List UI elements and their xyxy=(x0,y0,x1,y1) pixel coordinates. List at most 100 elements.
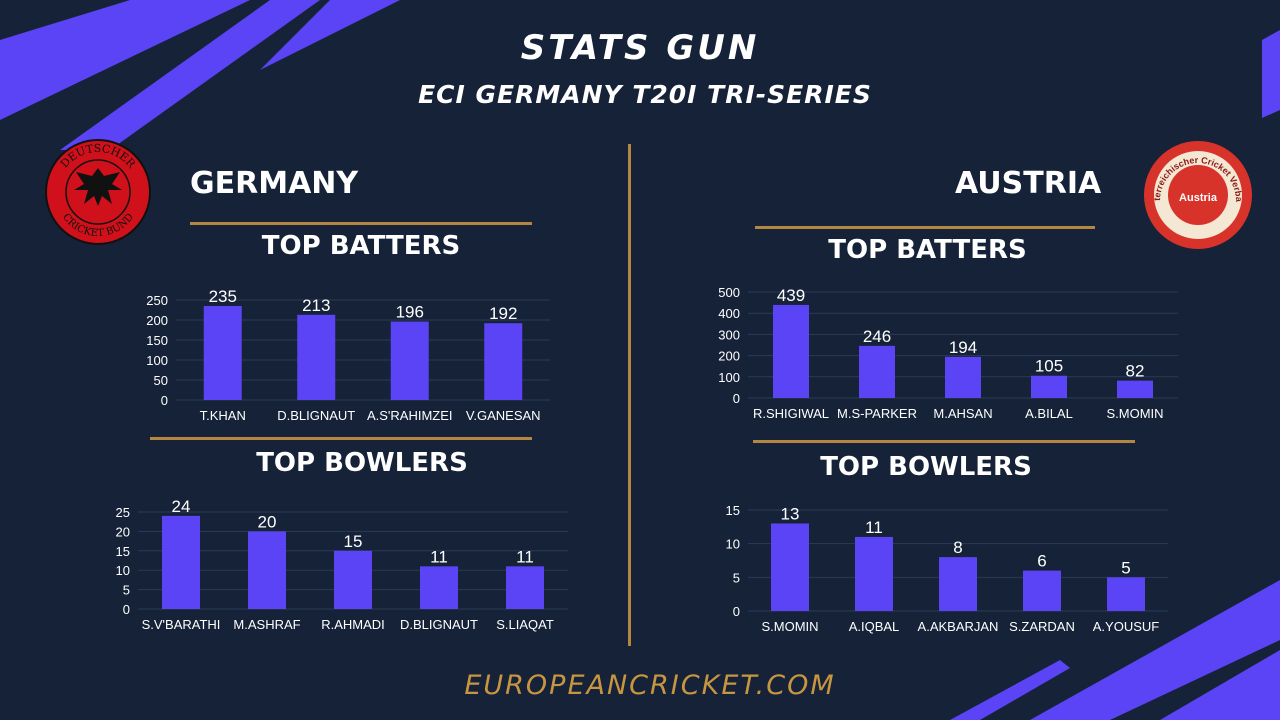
center-divider xyxy=(628,144,631,646)
y-tick-label: 5 xyxy=(123,583,130,598)
germany-batters-title: TOP BATTERS xyxy=(261,231,461,261)
team-name-germany: GERMANY xyxy=(190,166,359,201)
bar xyxy=(506,566,544,609)
corner-stripe-bottom-right-2 xyxy=(1160,650,1280,720)
y-tick-label: 10 xyxy=(116,563,130,578)
corner-stripe-top-left-1 xyxy=(0,0,250,120)
category-label: A.BILAL xyxy=(1025,406,1073,421)
bar xyxy=(390,321,429,400)
svg-text:Austria: Austria xyxy=(1179,192,1218,204)
category-label: D.BLIGNAUT xyxy=(277,408,355,423)
data-label: 439 xyxy=(777,286,805,305)
data-label: 196 xyxy=(396,303,424,322)
y-tick-label: 100 xyxy=(718,370,740,385)
data-label: 11 xyxy=(516,547,534,566)
data-label: 82 xyxy=(1126,362,1145,381)
austria-bowlers-chart: 0 5 10 15 13 S.MOMIN 11 A.IQBAL 8 A.AKBARJAN 6 S.ZA… xyxy=(726,503,1168,634)
category-label: A.IQBAL xyxy=(849,619,900,634)
y-tick-label: 25 xyxy=(116,505,130,520)
corner-stripe-top-left-3 xyxy=(260,0,400,70)
germany-heading-rule xyxy=(190,222,532,225)
germany-cricket-logo: DEUTSCHER CRICKET BUND xyxy=(45,139,151,245)
data-label: 235 xyxy=(209,287,237,306)
category-label: A.AKBARJAN xyxy=(918,619,999,634)
category-label: S.LIAQAT xyxy=(496,617,554,632)
data-label: 13 xyxy=(781,504,800,523)
y-tick-label: 200 xyxy=(146,313,168,328)
data-label: 213 xyxy=(302,296,330,315)
y-tick-label: 250 xyxy=(146,293,168,308)
data-label: 6 xyxy=(1037,552,1046,571)
bar xyxy=(248,531,286,609)
germany-bowlers-chart: 0 5 10 15 20 25 24 S.V'BARATHI 20 M.ASHRAF 15 R.AHM… xyxy=(116,497,568,632)
germany-batters-rule xyxy=(150,437,532,440)
category-label: S.V'BARATHI xyxy=(142,617,221,632)
bar xyxy=(1107,577,1145,611)
bar xyxy=(939,557,977,611)
category-label: D.BLIGNAUT xyxy=(400,617,478,632)
category-label: A.S'RAHIMZEI xyxy=(367,408,453,423)
y-tick-label: 400 xyxy=(718,306,740,321)
y-tick-label: 10 xyxy=(726,537,740,552)
data-label: 246 xyxy=(863,327,891,346)
data-label: 11 xyxy=(865,518,883,537)
y-tick-label: 0 xyxy=(123,602,130,617)
category-label: S.MOMIN xyxy=(761,619,818,634)
y-tick-label: 0 xyxy=(733,391,740,406)
y-tick-label: 15 xyxy=(116,544,130,559)
bar xyxy=(203,306,242,400)
y-tick-label: 50 xyxy=(154,373,168,388)
bar xyxy=(484,323,523,400)
category-label: S.ZARDAN xyxy=(1009,619,1075,634)
y-tick-label: 200 xyxy=(718,349,740,364)
austria-batters-rule xyxy=(753,440,1135,443)
category-label: M.ASHRAF xyxy=(233,617,300,632)
category-label: T.KHAN xyxy=(200,408,246,423)
bar xyxy=(334,550,372,609)
data-label: 105 xyxy=(1035,357,1063,376)
category-label: R.SHIGIWAL xyxy=(753,406,829,421)
category-label: M.S-PARKER xyxy=(837,406,917,421)
bar xyxy=(945,356,981,398)
austria-batters-title: TOP BATTERS xyxy=(828,235,1027,265)
bar xyxy=(773,304,809,398)
y-tick-label: 300 xyxy=(718,327,740,342)
data-label: 192 xyxy=(489,304,517,323)
y-tick-label: 150 xyxy=(146,333,168,348)
corner-stripe-bottom-right-1 xyxy=(1030,580,1280,720)
germany-batters-chart: 0 50 100 150 200 250 235 T.KHAN 213 D.BLIGNAUT 196… xyxy=(146,287,550,423)
page-title: STATS GUN xyxy=(520,28,760,68)
bar xyxy=(162,515,200,609)
y-tick-label: 0 xyxy=(733,604,740,619)
austria-bowlers-title: TOP BOWLERS xyxy=(820,452,1032,482)
bar xyxy=(1023,570,1061,611)
germany-bowlers-title: TOP BOWLERS xyxy=(256,448,468,478)
bar xyxy=(855,536,893,611)
data-label: 11 xyxy=(430,547,448,566)
data-label: 8 xyxy=(953,538,962,557)
corner-stripe-top-left-2 xyxy=(60,0,320,150)
data-label: 24 xyxy=(172,497,191,516)
austria-cricket-logo: Österreichischer Cricket Verband Austria xyxy=(1142,139,1252,249)
category-label: M.AHSAN xyxy=(933,406,992,421)
bar xyxy=(1117,380,1153,398)
austria-heading-rule xyxy=(755,226,1095,229)
category-label: S.MOMIN xyxy=(1106,406,1163,421)
bar xyxy=(420,566,458,609)
footer-website: EUROPEANCRICKET.COM xyxy=(464,670,836,701)
y-tick-label: 0 xyxy=(161,393,168,408)
data-label: 20 xyxy=(258,512,277,531)
austria-batters-chart: 0 100 200 300 400 500 439 R.SHIGIWAL 246 M.S-PARK… xyxy=(718,285,1178,421)
y-tick-label: 20 xyxy=(116,524,130,539)
bar xyxy=(771,523,809,611)
data-label: 194 xyxy=(949,338,977,357)
corner-stripe-bottom-right-3 xyxy=(950,660,1070,720)
bar xyxy=(859,345,895,398)
category-label: V.GANESAN xyxy=(466,408,541,423)
y-tick-label: 100 xyxy=(146,353,168,368)
y-tick-label: 500 xyxy=(718,285,740,300)
y-tick-label: 5 xyxy=(733,570,740,585)
category-label: A.YOUSUF xyxy=(1093,619,1160,634)
data-label: 5 xyxy=(1121,558,1130,577)
